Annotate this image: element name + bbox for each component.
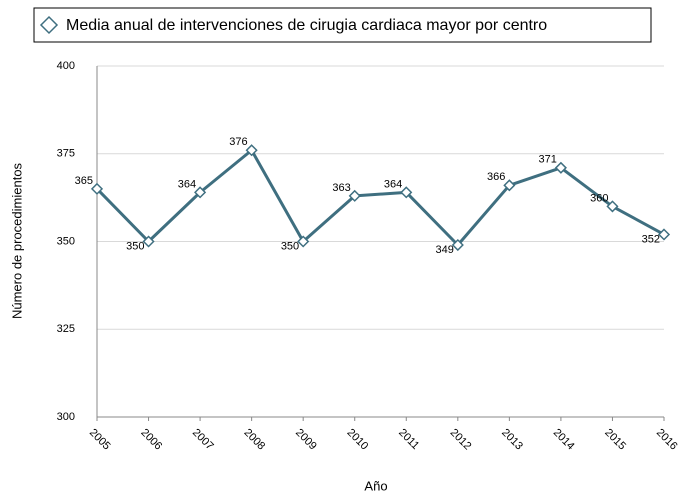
legend-marker [39, 15, 59, 35]
data-point [194, 186, 207, 199]
x-tick-label: 2015 [602, 427, 628, 453]
data-label: 349 [435, 244, 453, 256]
x-tick-label: 2005 [87, 427, 113, 453]
data-label: 364 [178, 178, 196, 190]
data-label: 350 [281, 240, 299, 252]
data-label: 376 [229, 136, 247, 148]
x-axis-title: Año [364, 478, 387, 493]
data-label: 364 [384, 178, 402, 190]
data-point [90, 182, 104, 195]
data-point [554, 161, 567, 174]
x-tick-label: 2014 [551, 427, 577, 453]
data-point [400, 186, 413, 199]
data-label: 363 [332, 182, 350, 194]
data-point [245, 144, 258, 157]
data-label: 371 [539, 154, 557, 166]
x-tick-label: 2010 [345, 427, 371, 453]
data-point [142, 235, 155, 248]
x-tick-label: 2012 [448, 427, 474, 453]
y-tick-label: 350 [57, 235, 75, 247]
data-label: 360 [590, 192, 608, 204]
series-line [95, 148, 665, 247]
data-point [348, 189, 361, 202]
x-tick-label: 2009 [293, 427, 319, 453]
y-tick-label: 375 [57, 148, 75, 160]
data-label: 350 [126, 240, 144, 252]
data-label: 352 [642, 233, 660, 245]
x-tick-label: 2008 [241, 427, 267, 453]
data-point [451, 238, 464, 252]
data-point [297, 235, 310, 248]
y-axis-title: Número de procedimientos [9, 162, 24, 319]
x-tick-label: 2011 [396, 427, 421, 452]
legend-box [33, 7, 652, 43]
data-label: 365 [75, 175, 93, 187]
y-tick-label: 300 [57, 411, 75, 423]
y-tick-label: 400 [57, 60, 75, 72]
x-tick-label: 2007 [190, 427, 216, 453]
data-point [606, 200, 619, 213]
x-tick-label: 2006 [138, 427, 164, 453]
legend-label: Media anual de intervenciones de cirugia… [66, 17, 547, 34]
data-point [657, 228, 671, 241]
data-point [503, 179, 516, 192]
x-tick-label: 2013 [499, 427, 525, 453]
y-tick-label: 325 [57, 323, 75, 335]
x-tick-label: 2016 [654, 427, 680, 453]
data-label: 366 [487, 171, 505, 183]
